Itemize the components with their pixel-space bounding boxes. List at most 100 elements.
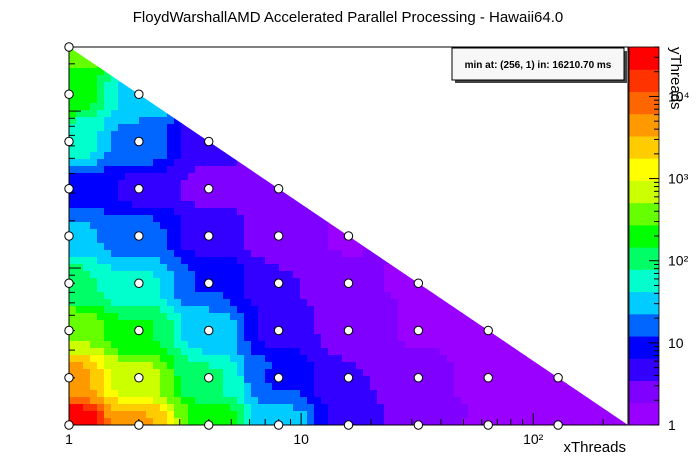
heatmap-cell [587, 166, 595, 174]
heatmap-cell [216, 208, 224, 216]
heatmap-cell [517, 348, 525, 356]
heatmap-cell [307, 54, 315, 62]
heatmap-cell [510, 341, 518, 349]
heatmap-cell [111, 243, 119, 251]
heatmap-cell [566, 285, 574, 293]
heatmap-cell [461, 152, 469, 160]
heatmap-cell [552, 229, 560, 237]
heatmap-cell [104, 103, 112, 111]
heatmap-cell [482, 306, 490, 314]
heatmap-cell [594, 404, 602, 412]
heatmap-cell [496, 306, 504, 314]
heatmap-cell [398, 411, 406, 419]
heatmap-cell [552, 383, 560, 391]
heatmap-cell [272, 250, 280, 258]
heatmap-cell [587, 110, 595, 118]
heatmap-cell [566, 257, 574, 265]
heatmap-cell [356, 271, 364, 279]
heatmap-cell [90, 159, 98, 167]
heatmap-cell [552, 82, 560, 90]
heatmap-cell [160, 369, 168, 377]
heatmap-cell [97, 390, 105, 398]
heatmap-cell [181, 292, 189, 300]
heatmap-cell [97, 327, 105, 335]
heatmap-cell [111, 362, 119, 370]
heatmap-cell [566, 103, 574, 111]
heatmap-cell [412, 89, 420, 97]
heatmap-cell [132, 75, 140, 83]
heatmap-cell [104, 152, 112, 160]
heatmap-cell [153, 376, 161, 384]
heatmap-cell [244, 145, 252, 153]
heatmap-cell [405, 103, 413, 111]
heatmap-cell [314, 54, 322, 62]
heatmap-cell [538, 306, 546, 314]
heatmap-cell [272, 208, 280, 216]
heatmap-cell [237, 201, 245, 209]
heatmap-cell [468, 292, 476, 300]
heatmap-cell [258, 103, 266, 111]
heatmap-cell [321, 299, 329, 307]
heatmap-cell [475, 362, 483, 370]
heatmap-cell [538, 369, 546, 377]
heatmap-cell [181, 152, 189, 160]
heatmap-cell [573, 159, 581, 167]
heatmap-cell [146, 383, 154, 391]
heatmap-cell [510, 96, 518, 104]
heatmap-cell [398, 222, 406, 230]
heatmap-cell [111, 54, 119, 62]
heatmap-cell [286, 222, 294, 230]
heatmap-cell [118, 138, 126, 146]
heatmap-cell [552, 110, 560, 118]
heatmap-cell [531, 180, 539, 188]
heatmap-cell [216, 61, 224, 69]
heatmap-cell [83, 110, 91, 118]
heatmap-cell [552, 306, 560, 314]
heatmap-cell [146, 187, 154, 195]
heatmap-cell [580, 145, 588, 153]
heatmap-cell [97, 306, 105, 314]
heatmap-cell [391, 166, 399, 174]
heatmap-cell [272, 131, 280, 139]
heatmap-cell [531, 103, 539, 111]
heatmap-cell [454, 173, 462, 181]
heatmap-cell [202, 166, 210, 174]
heatmap-cell [160, 383, 168, 391]
heatmap-cell [433, 292, 441, 300]
heatmap-cell [419, 173, 427, 181]
heatmap-cell [566, 334, 574, 342]
heatmap-cell [440, 187, 448, 195]
heatmap-cell [146, 278, 154, 286]
heatmap-cell [566, 376, 574, 384]
heatmap-cell [118, 201, 126, 209]
heatmap-cell [118, 54, 126, 62]
heatmap-cell [223, 271, 231, 279]
heatmap-cell [153, 138, 161, 146]
color-bar-segment [629, 180, 659, 204]
heatmap-cell [363, 68, 371, 76]
heatmap-cell [384, 299, 392, 307]
heatmap-cell [307, 320, 315, 328]
heatmap-cell [251, 327, 259, 335]
heatmap-cell [209, 75, 217, 83]
heatmap-cell [174, 173, 182, 181]
heatmap-cell [447, 145, 455, 153]
heatmap-cell [258, 194, 266, 202]
heatmap-cell [76, 215, 84, 223]
heatmap-cell [181, 285, 189, 293]
heatmap-cell [104, 75, 112, 83]
heatmap-cell [391, 362, 399, 370]
heatmap-cell [251, 194, 259, 202]
heatmap-cell [181, 103, 189, 111]
heatmap-cell [265, 124, 273, 132]
heatmap-cell [419, 376, 427, 384]
heatmap-cell [265, 159, 273, 167]
heatmap-cell [342, 124, 350, 132]
heatmap-cell [258, 187, 266, 195]
color-bar-label: 10⁴ [668, 88, 690, 104]
heatmap-cell [608, 117, 616, 125]
heatmap-cell [412, 173, 420, 181]
heatmap-cell [146, 320, 154, 328]
heatmap-cell [244, 313, 252, 321]
heatmap-cell [405, 75, 413, 83]
